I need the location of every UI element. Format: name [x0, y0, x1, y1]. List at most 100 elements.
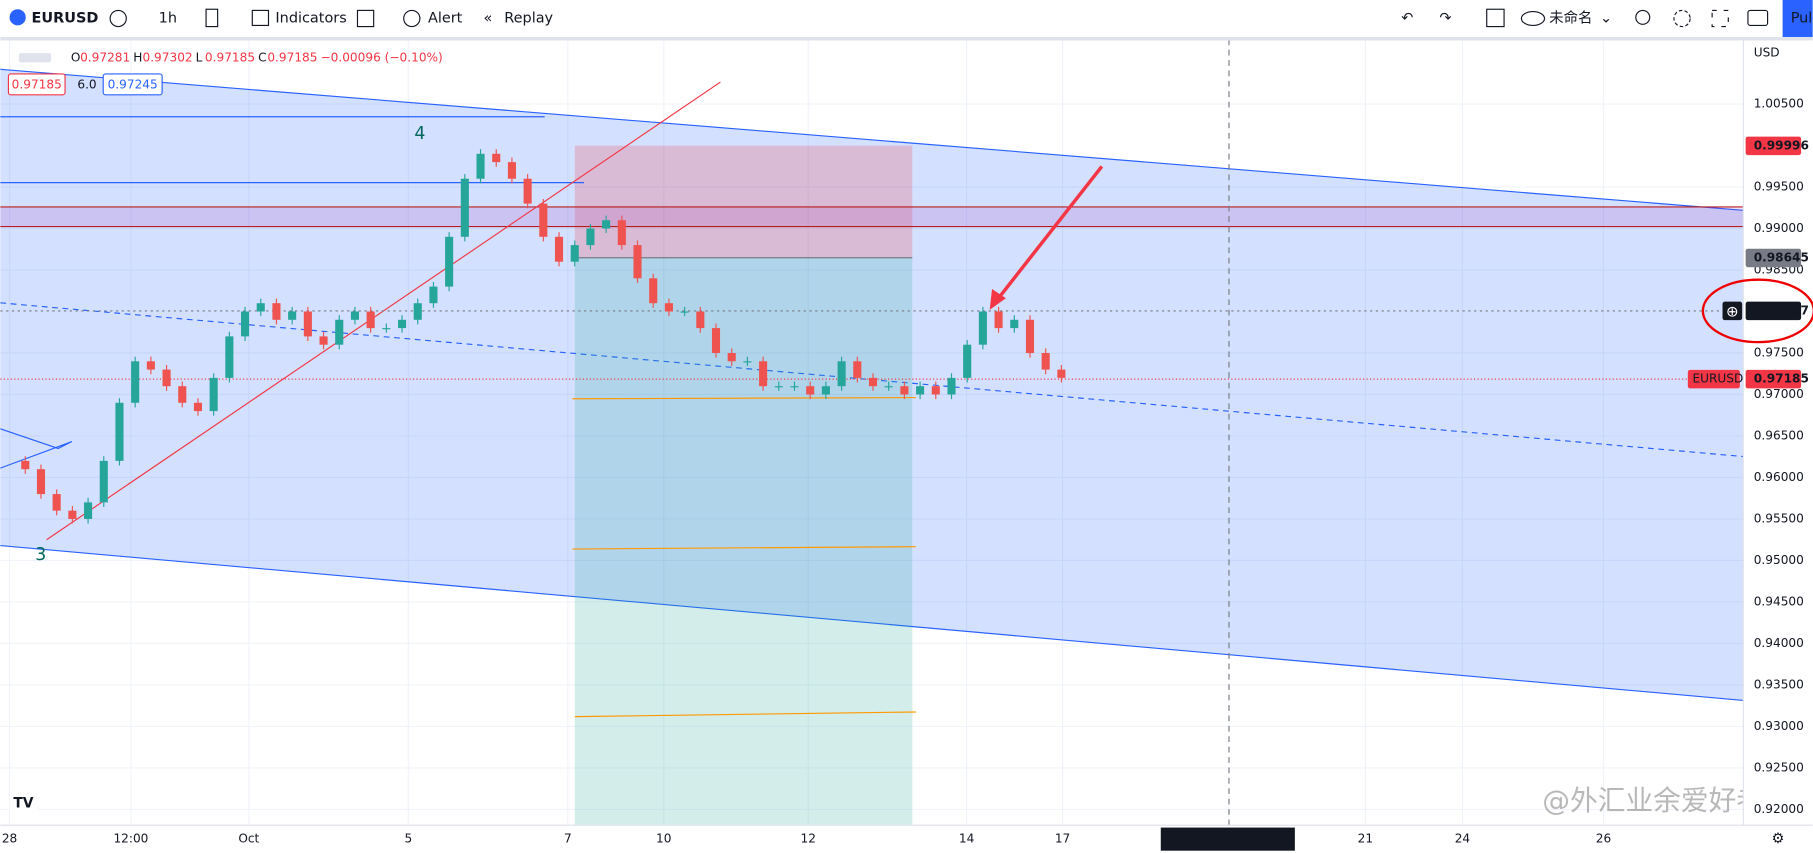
arrow-head: [989, 288, 1006, 310]
candle-body: [853, 361, 862, 378]
ohlc-change: −0.00096 (−0.10%): [320, 50, 442, 64]
ohlc-value: 0.97281: [80, 50, 130, 64]
publish-button-bg[interactable]: [1782, 0, 1813, 37]
axis-settings[interactable]: ⚙: [1772, 831, 1785, 847]
candle-body: [1041, 352, 1050, 370]
tv-logo: TV: [9, 790, 38, 814]
ohlc-key: H: [133, 50, 142, 64]
undo-button[interactable]: ↶: [1401, 10, 1413, 26]
candle-body: [821, 386, 830, 395]
candle-body: [884, 386, 893, 388]
compare-button[interactable]: [109, 9, 127, 28]
legend-box: [102, 73, 163, 96]
snapshot-button[interactable]: [1747, 9, 1769, 27]
settings-button[interactable]: [1673, 9, 1691, 28]
candle-body: [759, 361, 768, 387]
alert-button[interactable]: Alert: [428, 10, 463, 26]
time-tick-label: 10: [656, 832, 671, 846]
candle-body: [1010, 319, 1019, 329]
indicators-icon: [251, 9, 270, 27]
candle-body: [492, 153, 501, 163]
time-tick-label: 14: [959, 832, 975, 846]
layout-menu[interactable]: ⌄: [1600, 10, 1612, 26]
orange-line: [574, 711, 916, 718]
candle-body: [900, 386, 909, 395]
currency-label: USD: [1754, 46, 1780, 60]
symbol-marker: [1687, 369, 1740, 389]
legend-box: [7, 73, 66, 96]
indicators-button[interactable]: Indicators: [275, 10, 346, 26]
last-price-label: 0.97185: [1754, 372, 1809, 386]
time-tick-label: 7: [564, 832, 572, 846]
time-tick-label: 17: [1055, 832, 1070, 846]
legend: O 0.97281 H 0.97302 L 0.97185 C 0.97185 −0.00096…: [7, 50, 443, 96]
price-tick-label: 0.93500: [1754, 677, 1804, 691]
candle-body: [570, 245, 579, 262]
candle-body: [225, 336, 234, 378]
drawing: [0, 428, 73, 469]
candle-body: [178, 386, 187, 403]
crosshair-time-box: [1160, 827, 1295, 851]
toolbar: [0, 0, 1813, 37]
candle-body: [335, 319, 344, 345]
price-tick-label: 0.93000: [1754, 719, 1804, 733]
time-tick-label: 21: [1358, 832, 1373, 846]
price-tick-label: 0.95500: [1754, 511, 1804, 525]
price-tick-label: 0.99000: [1754, 221, 1804, 235]
candle-body: [272, 303, 281, 320]
symbol[interactable]: EURUSD: [32, 10, 99, 26]
add-button[interactable]: [1722, 301, 1743, 321]
candle-body: [256, 303, 265, 312]
price-marker: [1745, 136, 1802, 156]
time-tick-label: 24: [1455, 832, 1471, 846]
price-tick-label: 0.95000: [1754, 553, 1804, 567]
publish-button[interactable]: Pul: [1791, 10, 1813, 26]
time-tick-label: 12:00: [113, 832, 148, 846]
candle-body: [727, 352, 736, 362]
channel-top: [0, 68, 1744, 211]
candle-body: [868, 377, 878, 387]
candle-body: [413, 303, 422, 320]
candle-body: [617, 220, 626, 246]
interval[interactable]: 1h: [159, 10, 177, 26]
redo-button[interactable]: ↷: [1439, 10, 1451, 26]
candle-body: [162, 369, 171, 387]
candle-body: [350, 311, 359, 320]
candle-body: [131, 361, 140, 403]
time-axis: [0, 825, 1813, 853]
stop-zone: [574, 145, 913, 258]
templates-button[interactable]: [356, 9, 375, 28]
candle-body: [539, 203, 548, 237]
svg-text:TV: TV: [13, 795, 33, 811]
cloud-icon: [1520, 10, 1546, 27]
candle-body: [241, 311, 250, 337]
layout-name[interactable]: 未命名: [1549, 8, 1592, 26]
fullscreen-toggle[interactable]: [1486, 8, 1505, 28]
candle-body: [36, 469, 46, 495]
price-marker: [1745, 248, 1802, 268]
wave-label: 3: [35, 545, 46, 565]
watermark: @外汇业余爱好者: [1542, 784, 1764, 817]
candle-body: [931, 386, 940, 395]
highlight-circle: [1701, 278, 1813, 344]
toolbar-border: [0, 36, 1813, 41]
channel-bottom: [0, 544, 1744, 702]
fullscreen-button[interactable]: [1711, 9, 1729, 28]
target-zone: [574, 257, 913, 826]
ohlc-value: 0.97185: [205, 50, 255, 64]
ohlc-value: 0.97302: [142, 50, 192, 64]
price-axis: [1743, 39, 1813, 826]
price-tick-label: 1.00500: [1754, 97, 1804, 111]
time-tick-label: 28: [2, 832, 17, 846]
candle-body: [303, 311, 312, 337]
candle-body: [209, 377, 218, 412]
candle-body: [84, 502, 93, 519]
price-marker-label: 0.98645: [1754, 250, 1809, 264]
chart-type[interactable]: [205, 8, 219, 28]
candle-body: [429, 286, 438, 304]
candle-body: [523, 178, 532, 204]
replay-button[interactable]: Replay: [504, 10, 553, 26]
search-button[interactable]: [1635, 9, 1651, 25]
symbol-icon[interactable]: [9, 9, 26, 26]
